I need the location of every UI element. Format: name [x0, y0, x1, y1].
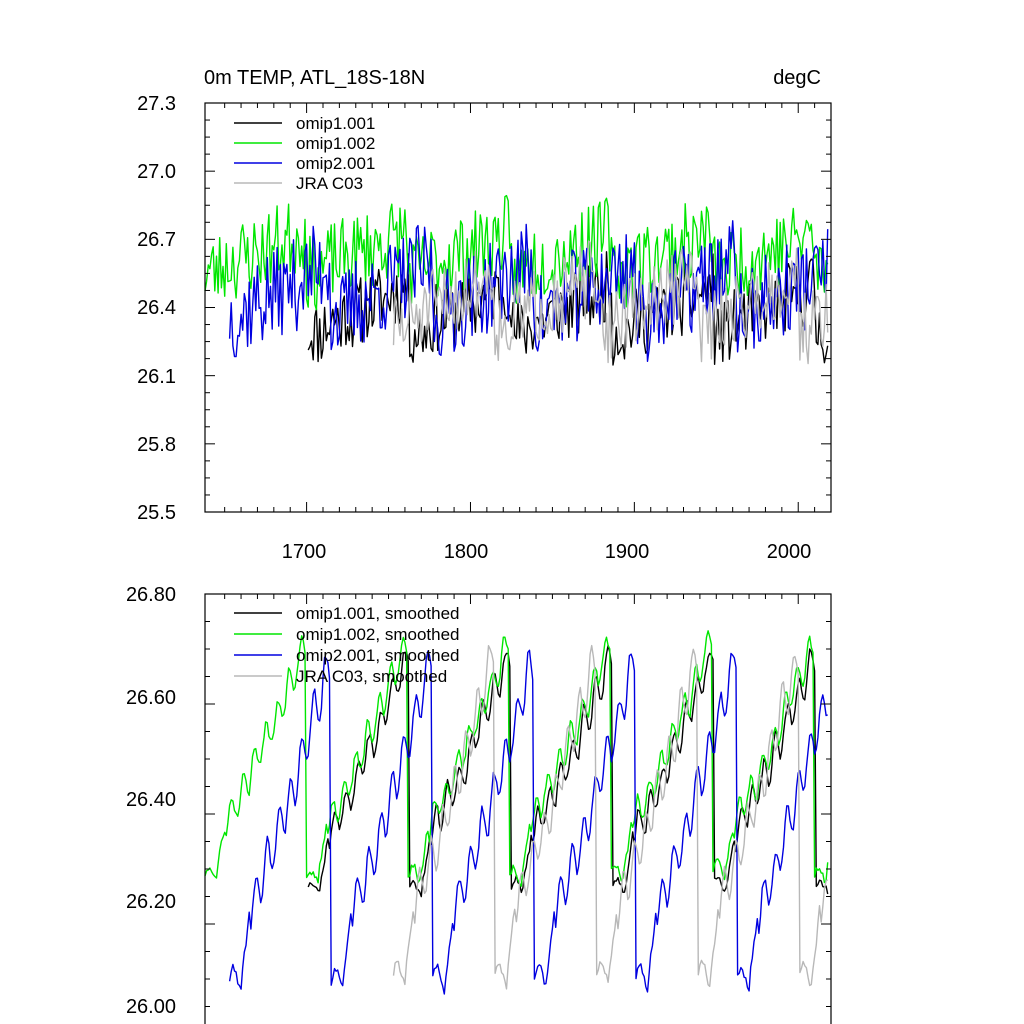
panel1-units: degC	[773, 67, 821, 89]
legend-label-omip2-001-smoothed: omip2.001, smoothed	[296, 646, 460, 665]
panel2-ytick-label: 26.20	[126, 891, 176, 913]
panel2-plot-frame	[204, 593, 832, 1024]
panel1-title: 0m TEMP, ATL_18S-18N	[204, 67, 425, 89]
panel1-ytick-label: 25.8	[137, 434, 176, 456]
panel2-legend: omip1.001, smoothed omip1.002, smoothed …	[234, 604, 460, 686]
series-line-omip2-001-smoothed	[228, 649, 828, 995]
panel1-xtick-label: 1900	[605, 541, 650, 563]
legend-label-omip2-001: omip2.001	[296, 154, 375, 173]
panel2-y-tick-labels: 26.80 26.60 26.40 26.20 26.00	[126, 584, 176, 1018]
legend-label-jra-c03: JRA C03	[296, 174, 363, 193]
panel1-xtick-label: 1800	[444, 541, 489, 563]
panel1-ytick-label: 26.1	[137, 366, 176, 388]
panel1-ytick-label: 25.5	[137, 502, 176, 524]
series-line-omip1-002-smoothed	[204, 630, 829, 887]
panel2-ytick-label: 26.60	[126, 687, 176, 709]
top-panel: 0m TEMP, ATL_18S-18N degC 27.3 27.0 26.7…	[137, 67, 832, 563]
series-line-omip2-001	[228, 220, 829, 362]
legend-label-omip1-001-smoothed: omip1.001, smoothed	[296, 604, 460, 623]
panel1-legend: omip1.001 omip1.002 omip2.001 JRA C03	[234, 114, 375, 193]
panel1-x-tick-labels: 1700 1800 1900 2000	[282, 541, 812, 563]
panel1-series-group	[204, 194, 829, 366]
series-line-jra-c03	[392, 240, 829, 365]
panel2-ytick-label: 26.40	[126, 789, 176, 811]
panel2-ytick-label: 26.80	[126, 584, 176, 606]
panel1-xtick-label: 2000	[767, 541, 812, 563]
panel1-xtick-label: 1700	[282, 541, 327, 563]
legend-label-jra-c03-smoothed: JRA C03, smoothed	[296, 667, 447, 686]
panel2-series-group	[204, 630, 829, 995]
legend-label-omip1-002: omip1.002	[296, 134, 375, 153]
legend-label-omip1-001: omip1.001	[296, 114, 375, 133]
series-line-jra-c03-smoothed	[392, 644, 829, 990]
panel1-ytick-label: 27.0	[137, 161, 176, 183]
bottom-panel: 26.80 26.60 26.40 26.20 26.00 omip1.001,…	[126, 584, 832, 1024]
panel1-plot-frame	[204, 102, 832, 513]
panel1-ytick-label: 26.4	[137, 297, 176, 319]
panel1-y-tick-labels: 27.3 27.0 26.7 26.4 26.1 25.8 25.5	[137, 93, 176, 524]
panel1-ytick-label: 27.3	[137, 93, 176, 115]
panel2-ytick-label: 26.00	[126, 996, 176, 1018]
legend-label-omip1-002-smoothed: omip1.002, smoothed	[296, 625, 460, 644]
panel1-ytick-label: 26.7	[137, 229, 176, 251]
